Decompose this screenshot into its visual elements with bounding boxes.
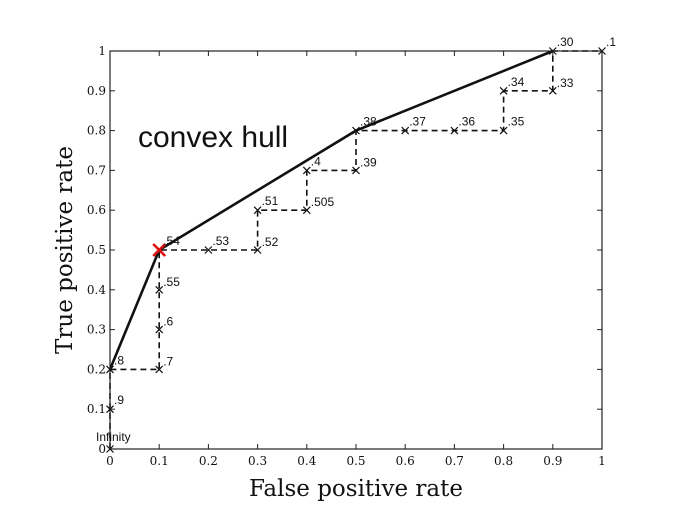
roc-point-label: .30 <box>557 35 574 49</box>
x-tick-label: 0.9 <box>543 454 562 468</box>
roc-point-marker <box>499 86 508 95</box>
roc-point-label: .9 <box>114 393 124 407</box>
hull-polyline <box>108 49 554 370</box>
roc-point-marker <box>253 206 262 215</box>
roc-point-label: .1 <box>606 35 616 49</box>
optimal-point-marker <box>152 243 167 257</box>
y-tick-label: 0.4 <box>87 283 106 297</box>
roc-point-marker <box>302 206 311 215</box>
roc-point-marker <box>302 166 311 175</box>
roc-point-marker <box>155 325 164 334</box>
roc-point-label: .39 <box>360 155 377 169</box>
y-tick-label: 1 <box>98 44 106 58</box>
y-tick-label: 0 <box>98 442 106 456</box>
roc-point-marker <box>499 126 508 135</box>
roc-point-label: .53 <box>212 234 229 248</box>
roc-point-label: .4 <box>311 154 321 168</box>
roc-point-label: .38 <box>360 115 377 129</box>
roc-point-label: .6 <box>163 315 173 329</box>
y-tick-label: 0.6 <box>87 203 106 217</box>
roc-point-marker <box>548 86 557 95</box>
x-tick-label: 0.8 <box>494 454 513 468</box>
roc-point-label: .52 <box>262 235 279 249</box>
plot-frame <box>109 50 603 450</box>
roc-point-marker <box>401 126 410 135</box>
y-tick-label: 0.1 <box>87 402 106 416</box>
roc-point-marker <box>155 285 164 294</box>
convex-hull-line <box>108 49 554 370</box>
roc-point-label: Infinity <box>96 430 131 444</box>
roc-point-marker <box>155 365 164 374</box>
tick-layer: 0 0.1 0.2 0.3 0.4 0.5 0.6 0.7 0.8 0.9 1 0 0.1 0.2 0.3 0… <box>87 44 606 468</box>
roc-point-marker <box>352 126 360 135</box>
x-tick-label: 0 <box>106 454 114 468</box>
x-tick-label: 0.2 <box>199 454 218 468</box>
convex-hull-annotation: convex hull <box>138 121 288 154</box>
roc-point-label: .51 <box>262 194 279 208</box>
roc-point-label: .55 <box>163 275 180 289</box>
roc-point-marker <box>352 166 360 175</box>
roc-point-label: .33 <box>557 76 574 90</box>
roc-point-label: .8 <box>114 353 124 367</box>
roc-point-label: .34 <box>508 75 525 89</box>
roc-point-marker <box>253 246 262 254</box>
roc-point-label: .54 <box>163 234 180 248</box>
roc-staircase <box>109 50 602 449</box>
roc-point-label: .7 <box>163 354 173 368</box>
roc-point-labels: Infinity .9 .8 .7 .6 .55 .54 .53 .52 .51 .505 .4 .39… <box>96 35 616 444</box>
roc-point-label: .505 <box>311 195 335 209</box>
x-axis-label: False positive rate <box>249 476 463 502</box>
y-tick-label: 0.2 <box>87 362 106 376</box>
roc-point-marker <box>450 126 459 135</box>
x-tick-label: 0.7 <box>445 454 464 468</box>
x-tick-label: 0.3 <box>248 454 267 468</box>
x-tick-label: 0.6 <box>396 454 415 468</box>
roc-point-label: .35 <box>508 115 525 129</box>
x-tick-label: 0.5 <box>346 454 365 468</box>
y-tick-label: 0.8 <box>87 124 106 138</box>
roc-point-label: .36 <box>458 115 475 129</box>
y-tick-label: 0.7 <box>87 163 106 177</box>
roc-point-label: .37 <box>409 115 426 129</box>
x-tick-label: 1 <box>598 454 606 468</box>
y-tick-label: 0.5 <box>87 243 106 257</box>
roc-curve <box>109 50 602 449</box>
y-tick-label: 0.3 <box>87 323 106 337</box>
x-tick-label: 0.1 <box>150 454 169 468</box>
y-axis-label: True positive rate <box>52 146 78 354</box>
y-tick-label: 0.9 <box>87 84 106 98</box>
x-tick-label: 0.4 <box>297 454 316 468</box>
roc-point-marker <box>204 246 213 254</box>
